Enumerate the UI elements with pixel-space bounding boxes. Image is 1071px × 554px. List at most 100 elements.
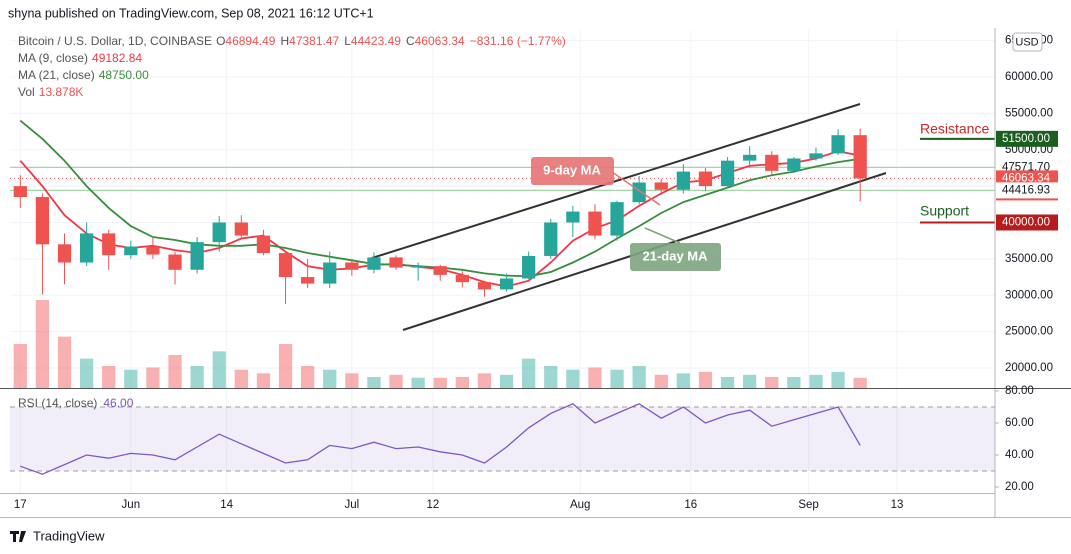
candle-body [720, 160, 735, 187]
candle-body [787, 158, 801, 171]
legend-row: MA (21, close) 48750.00 [18, 68, 149, 82]
volume-bar [765, 377, 779, 388]
candle-body [13, 186, 27, 198]
volume-bar [698, 371, 713, 388]
candle-body [190, 242, 204, 270]
ohlc-value: 46894.49 [225, 34, 275, 48]
candle-body [102, 233, 116, 256]
volume-bar [743, 374, 757, 388]
volume-bar [544, 366, 558, 388]
volume-bar [212, 351, 226, 388]
candle-body [632, 182, 646, 203]
currency[interactable]: USD [1015, 36, 1038, 48]
ohlc-value: 44423.49 [351, 34, 401, 48]
volume-bar [588, 367, 602, 388]
rsi-tick-label: 20.00 [1005, 481, 1034, 493]
ohlc-value: 47381.47 [289, 34, 339, 48]
channel-upper [371, 103, 861, 259]
candle-body [566, 211, 580, 223]
candle-body [146, 246, 160, 255]
volume-bar [610, 369, 624, 388]
volume-bar [124, 369, 138, 388]
y-tick-label: 35000.00 [1005, 253, 1053, 265]
volume-bar [499, 374, 514, 388]
candle-body [544, 222, 558, 256]
rsi-tick-label: 60.00 [1005, 417, 1034, 429]
header: shyna published on TradingView.com, Sep … [8, 6, 374, 20]
candle-body [389, 257, 403, 268]
candle-body [301, 277, 315, 284]
price-tag [996, 214, 1058, 231]
ohlc-label: H [280, 34, 289, 48]
candle-body [367, 257, 381, 270]
annotation: Resistance [920, 121, 989, 137]
volume-bar [13, 344, 27, 388]
volume-bar [57, 336, 72, 388]
annotation: 9-day MA [543, 162, 601, 177]
candle-body [35, 197, 50, 245]
volume-bar [146, 367, 160, 388]
volume-bar [190, 366, 204, 388]
volume-bar [455, 377, 469, 388]
candle-body [57, 244, 72, 263]
price-tag-label: 46063.34 [1002, 172, 1051, 184]
volume-bar [433, 377, 447, 388]
x-tick-label: Jul [344, 499, 359, 511]
legend-value: 13.878K [39, 85, 84, 99]
volume-bar [522, 358, 536, 388]
callout-pointer [611, 171, 661, 206]
logo [10, 531, 26, 542]
volume-bar [79, 358, 94, 388]
volume-bar [676, 373, 690, 388]
price-tag-label: 44416.93 [1002, 184, 1050, 196]
candles [13, 128, 867, 304]
x-tick-label: 13 [891, 499, 904, 511]
candle-body [278, 253, 293, 278]
candle-body [743, 154, 757, 161]
legend-row: Vol 13.878K [18, 85, 83, 99]
legend-entry: Vol [18, 85, 35, 99]
candle-body [477, 282, 492, 290]
x-tick-label: Jun [122, 499, 141, 511]
volume-bar [323, 369, 337, 388]
candle-body [234, 222, 248, 236]
ohlc-value: 46063.34 [415, 34, 465, 48]
volume [13, 300, 867, 388]
volume-bar [632, 366, 646, 388]
rsi-tick-label: 40.00 [1005, 449, 1034, 461]
legend-value: 48750.00 [99, 68, 149, 82]
volume-bar [477, 373, 492, 388]
volume-bar [35, 300, 50, 388]
candle-body [765, 154, 779, 171]
legend-entry: RSI (14, close) [18, 396, 97, 410]
legend-value: 46.00 [103, 396, 133, 410]
change: −831.16 (−1.77%) [470, 34, 566, 48]
ohlc-label: O [216, 34, 225, 48]
volume-bar [278, 344, 293, 388]
footer-brand: TradingView [33, 528, 105, 543]
callout-box [630, 243, 721, 271]
x-tick-label: 17 [14, 499, 27, 511]
volume-bar [720, 377, 735, 388]
candle-body [676, 171, 690, 190]
candle-body [433, 266, 447, 275]
y-tick-label: 25000.00 [1005, 326, 1053, 338]
symbol: Bitcoin / U.S. Dollar, 1D, COINBASE [18, 34, 212, 48]
legend-entry: MA (9, close) [18, 51, 88, 65]
rsi-band [10, 407, 995, 471]
x-tick-label: 16 [684, 499, 697, 511]
candle-body [256, 235, 271, 254]
volume-bar [256, 373, 271, 388]
legend-row: RSI (14, close) 46.00 [18, 396, 134, 410]
volume-bar [301, 366, 315, 388]
currency-box[interactable] [1012, 32, 1043, 52]
candle-body [853, 135, 867, 179]
candle-body [455, 274, 469, 283]
candle-body [610, 202, 624, 236]
volume-bar [809, 374, 823, 388]
x-tick-label: 12 [426, 499, 439, 511]
candle-body [831, 135, 845, 154]
volume-bar [234, 369, 248, 388]
candle-body [168, 254, 182, 270]
